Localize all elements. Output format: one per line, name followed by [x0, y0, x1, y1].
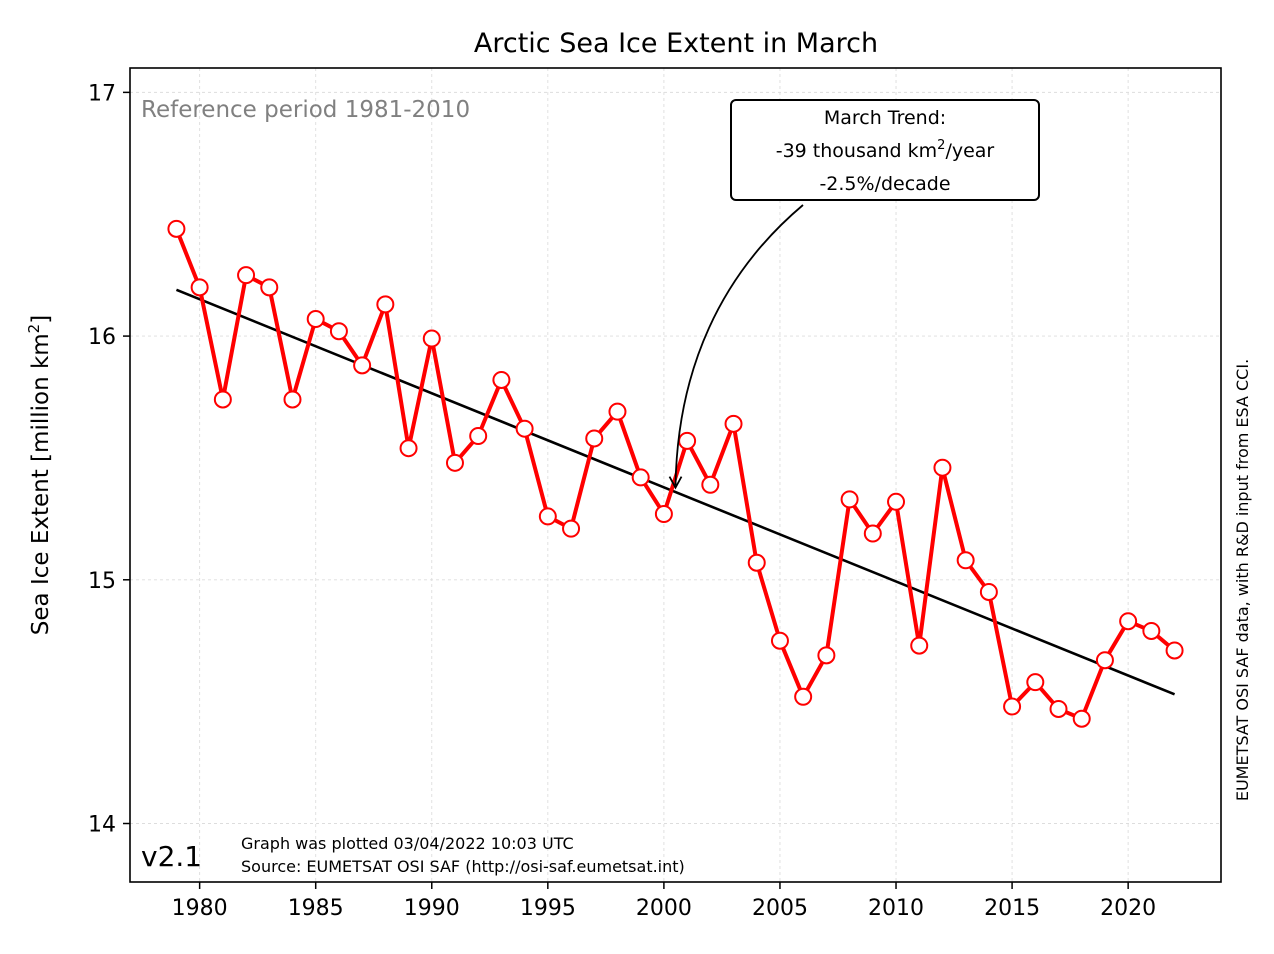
x-tick-label: 1990: [404, 896, 460, 921]
data-point: [910, 636, 929, 655]
data-point: [701, 475, 720, 494]
y-tick-label: 17: [88, 81, 116, 106]
data-point: [887, 492, 906, 511]
data-point: [283, 390, 302, 409]
y-axis-label-main: Sea Ice Extent [million km: [28, 333, 54, 635]
trend-annotation-arrowhead: [668, 476, 683, 490]
x-tick-label: 2010: [868, 896, 924, 921]
data-point: [1049, 699, 1068, 718]
data-point: [933, 458, 952, 477]
x-tick-label: 2015: [984, 896, 1040, 921]
data-point: [1165, 641, 1184, 660]
data-point: [956, 551, 975, 570]
y-tick-label: 14: [88, 813, 116, 838]
y-tick-label: 15: [88, 569, 116, 594]
series-layer: [167, 219, 1184, 728]
data-point: [585, 429, 604, 448]
data-point: [260, 278, 279, 297]
trend-annotation-line2-superscript: 2: [937, 138, 945, 153]
data-point: [631, 468, 650, 487]
data-point: [1119, 612, 1138, 631]
data-point: [794, 687, 813, 706]
trend-annotation-line2-main: -39 thousand km: [776, 140, 937, 162]
data-point: [1026, 673, 1045, 692]
data-point: [979, 582, 998, 601]
data-point: [654, 504, 673, 523]
data-point: [353, 356, 372, 375]
data-point: [492, 370, 511, 389]
trend-annotation-line2-tail: /year: [945, 140, 994, 162]
y-axis-label: Sea Ice Extent [million km2]: [25, 315, 54, 635]
plot-info-line2: Source: EUMETSAT OSI SAF (http://osi-saf…: [241, 857, 685, 876]
x-tick-label: 1980: [172, 896, 228, 921]
data-point: [1003, 697, 1022, 716]
data-point: [306, 310, 325, 329]
data-point: [167, 219, 186, 238]
trend-annotation-line1: March Trend:: [824, 107, 946, 129]
data-point: [445, 453, 464, 472]
data-point: [190, 278, 209, 297]
chart-title: Arctic Sea Ice Extent in March: [474, 28, 878, 59]
data-point: [515, 419, 534, 438]
data-credit: EUMETSAT OSI SAF data, with R&D input fr…: [1233, 359, 1252, 801]
data-point: [608, 402, 627, 421]
data-point: [329, 322, 348, 341]
data-point: [399, 439, 418, 458]
x-tick-label: 2020: [1100, 896, 1156, 921]
data-point: [1095, 651, 1114, 670]
data-point: [817, 646, 836, 665]
data-point: [422, 329, 441, 348]
y-axis-label-close: ]: [28, 315, 54, 324]
x-axis: 1980 1985 1990 1995 2000 2005 2010 2015 2020: [172, 882, 1156, 921]
y-axis-label-superscript: 2: [25, 324, 43, 334]
data-point: [562, 519, 581, 538]
plot-frame: [129, 67, 1222, 883]
trend-annotation-line2: -39 thousand km2/year: [776, 138, 995, 162]
data-point: [863, 524, 882, 543]
trend-layer: [175, 288, 1176, 696]
x-tick-label: 1995: [520, 896, 576, 921]
y-tick-label: 16: [88, 325, 116, 350]
reference-period-label: Reference period 1981-2010: [141, 97, 470, 123]
data-point: [237, 266, 256, 285]
data-point: [376, 295, 395, 314]
data-point: [770, 631, 789, 650]
data-point: [678, 431, 697, 450]
y-axis: 14 15 16 17: [88, 81, 130, 838]
trend-annotation-line3: -2.5%/decade: [819, 173, 950, 195]
data-point: [1072, 709, 1091, 728]
x-tick-label: 2000: [636, 896, 692, 921]
x-tick-label: 1985: [288, 896, 344, 921]
trend-annotation-box: [730, 99, 1040, 201]
data-point: [1142, 621, 1161, 640]
data-point: [538, 507, 557, 526]
data-point: [469, 427, 488, 446]
trend-line: [175, 288, 1176, 696]
data-point: [747, 553, 766, 572]
trend-annotation-arrow: [674, 204, 804, 486]
x-tick-label: 2005: [752, 896, 808, 921]
plot-info-line1: Graph was plotted 03/04/2022 10:03 UTC: [241, 834, 574, 853]
data-point: [840, 490, 859, 509]
data-point: [724, 414, 743, 433]
data-point: [213, 390, 232, 409]
version-label: v2.1: [141, 840, 202, 873]
